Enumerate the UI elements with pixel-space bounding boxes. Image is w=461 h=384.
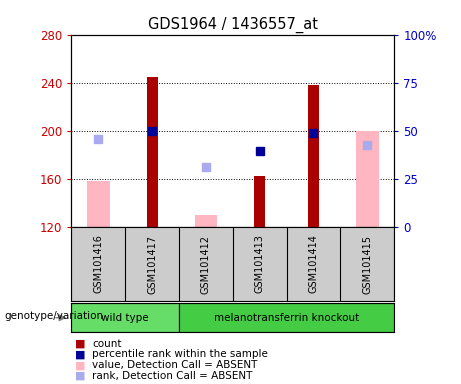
Text: melanotransferrin knockout: melanotransferrin knockout [214, 313, 359, 323]
Text: ■: ■ [76, 339, 86, 349]
Text: rank, Detection Call = ABSENT: rank, Detection Call = ABSENT [92, 371, 253, 381]
Text: percentile rank within the sample: percentile rank within the sample [92, 349, 268, 359]
Text: value, Detection Call = ABSENT: value, Detection Call = ABSENT [92, 360, 258, 370]
Text: GSM101414: GSM101414 [308, 235, 319, 293]
Text: ■: ■ [76, 360, 86, 370]
Bar [308, 85, 319, 227]
Text: GSM101412: GSM101412 [201, 235, 211, 293]
Bar [71, 303, 179, 332]
Text: GSM101413: GSM101413 [254, 235, 265, 293]
Text: ■: ■ [76, 349, 86, 359]
Text: ■: ■ [76, 371, 86, 381]
Text: GSM101417: GSM101417 [147, 235, 157, 293]
Text: GSM101415: GSM101415 [362, 235, 372, 293]
Bar [179, 303, 394, 332]
Bar [147, 76, 158, 227]
Title: GDS1964 / 1436557_at: GDS1964 / 1436557_at [148, 17, 318, 33]
Text: count: count [92, 339, 122, 349]
Bar [87, 181, 110, 227]
Bar [195, 215, 217, 227]
Text: wild type: wild type [101, 313, 149, 323]
Bar [254, 176, 265, 227]
Text: GSM101416: GSM101416 [93, 235, 103, 293]
Bar [356, 131, 378, 227]
Text: genotype/variation: genotype/variation [5, 311, 104, 321]
